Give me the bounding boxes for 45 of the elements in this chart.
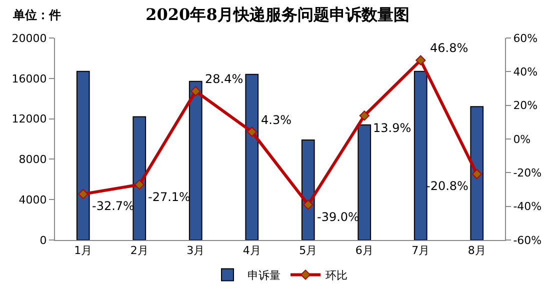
x-tick-label: 8月 bbox=[468, 244, 486, 258]
bar bbox=[414, 70, 428, 240]
legend-label: 申诉量 bbox=[248, 268, 280, 282]
y-tick-label: 12000 bbox=[12, 112, 47, 126]
bar bbox=[132, 116, 146, 240]
point bbox=[359, 110, 370, 121]
bar bbox=[358, 124, 372, 240]
x-tick-label: 6月 bbox=[355, 244, 374, 258]
y-tick-label: 0 bbox=[40, 234, 47, 247]
y-tick-label: 4000 bbox=[18, 193, 47, 206]
bar bbox=[188, 80, 202, 240]
data-label: 4.3% bbox=[261, 113, 292, 127]
y2-tick-label: -60% bbox=[513, 234, 542, 247]
y-tick-label: 8000 bbox=[18, 153, 47, 166]
y-tick-label: 16000 bbox=[12, 72, 47, 86]
x-tick-label: 5月 bbox=[299, 244, 318, 258]
bar bbox=[245, 74, 259, 240]
data-label: 46.8% bbox=[430, 41, 468, 55]
y2-tick-label: -40% bbox=[513, 200, 542, 214]
y2-tick-label: -20% bbox=[513, 166, 542, 180]
bar bbox=[76, 70, 90, 240]
bar bbox=[470, 106, 484, 240]
y2-tick-label: 60% bbox=[513, 32, 538, 45]
data-label: 28.4% bbox=[205, 72, 244, 86]
y2-tick-label: 40% bbox=[513, 66, 538, 79]
point bbox=[416, 55, 426, 66]
x-tick-label: 3月 bbox=[186, 244, 205, 258]
point bbox=[472, 168, 482, 180]
x-tick-label: 4月 bbox=[242, 244, 261, 258]
data-label: 13.9% bbox=[373, 121, 412, 135]
x-tick-label: 7月 bbox=[412, 244, 430, 258]
y-tick-label: 20000 bbox=[12, 32, 47, 45]
y2-tick-label: 20% bbox=[513, 99, 538, 112]
chart-title: 2020年8月快递服务问题申诉数量图 bbox=[146, 5, 410, 24]
text: 单位：件 bbox=[12, 8, 61, 22]
point bbox=[190, 86, 201, 96]
x-tick-label: 2月 bbox=[130, 244, 148, 258]
x-tick-label: 1月 bbox=[74, 244, 92, 258]
point bbox=[303, 200, 314, 210]
point bbox=[78, 189, 88, 200]
point bbox=[246, 126, 257, 137]
point bbox=[134, 180, 144, 190]
y2-tick-label: 0% bbox=[513, 132, 531, 146]
bar bbox=[301, 140, 315, 240]
legend-label: 环比 bbox=[326, 268, 348, 282]
